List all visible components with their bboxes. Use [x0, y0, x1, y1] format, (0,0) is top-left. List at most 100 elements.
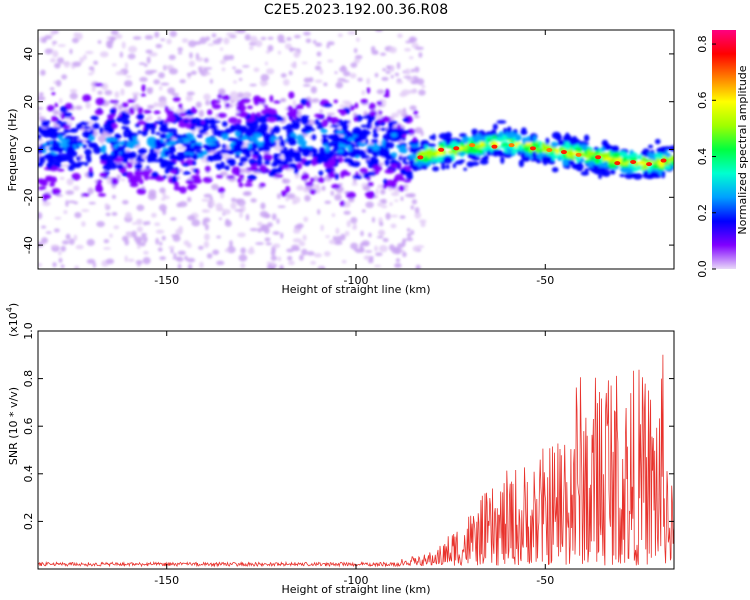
spectral-blob: [244, 183, 253, 187]
spectral-blob: [541, 143, 547, 149]
spectral-blob: [161, 100, 167, 107]
spectral-blob: [331, 183, 341, 189]
spectral-blob: [542, 158, 550, 164]
spectral-blob: [536, 158, 542, 164]
spectral-blob: [247, 248, 255, 255]
spectral-blob: [165, 65, 171, 70]
spectral-blob: [203, 241, 210, 248]
spectral-blob: [49, 87, 55, 91]
spectral-blob: [363, 172, 371, 179]
spectral-blob: [111, 211, 118, 216]
spectral-blob: [418, 89, 426, 96]
spectral-blob: [123, 80, 133, 87]
spectral-blob: [234, 153, 241, 159]
spectral-blob: [303, 31, 311, 36]
spectral-blob: [390, 214, 399, 218]
spectral-blob: [442, 138, 453, 142]
spectral-blob: [229, 91, 239, 99]
spectral-blob: [406, 232, 412, 238]
spectral-blob: [120, 112, 130, 120]
spectral-blob: [401, 89, 411, 96]
y-tick-label: -20: [22, 188, 35, 206]
spectral-blob: [302, 234, 307, 241]
spectral-blob: [221, 121, 228, 127]
spectral-blob: [51, 115, 58, 123]
spectral-blob: [301, 61, 308, 65]
spectral-blob: [279, 98, 287, 103]
spectral-blob: [327, 59, 334, 63]
spectral-blob: [310, 134, 317, 141]
spectral-blob: [216, 260, 225, 266]
spectral-blob: [195, 144, 203, 150]
spectral-blob: [571, 163, 579, 169]
spectral-blob: [41, 37, 47, 44]
spectral-blob: [151, 129, 155, 135]
spectral-blob: [252, 150, 260, 156]
spectral-blob: [217, 112, 227, 118]
spectral-blob: [530, 158, 537, 162]
spectral-blob: [473, 134, 480, 142]
spectral-blob: [171, 175, 178, 184]
spectral-blob: [344, 230, 350, 237]
spectral-blob: [330, 190, 335, 196]
spectral-blob: [414, 66, 420, 73]
spectral-blob: [54, 216, 62, 220]
spectral-blob: [164, 167, 170, 174]
spectral-blob: [141, 233, 147, 236]
spectral-blob: [61, 240, 70, 245]
spectral-blob: [171, 92, 180, 97]
y-tick-label: 0: [22, 146, 35, 153]
spectral-blob: [155, 176, 165, 182]
spectral-blob: [603, 144, 614, 149]
spectral-blob: [54, 102, 59, 108]
spectral-blob: [86, 157, 92, 163]
spectral-blob: [406, 227, 411, 232]
spectral-blob: [91, 85, 96, 92]
spectral-blob: [361, 209, 366, 213]
spectral-blob: [409, 128, 415, 135]
spectral-blob: [286, 128, 294, 135]
snr-multiplier-exp: 4: [5, 307, 14, 312]
spectral-blob: [242, 191, 250, 196]
spectral-blob: [137, 245, 141, 249]
spectral-peak: [529, 146, 536, 151]
spectral-blob: [135, 158, 145, 162]
spectral-blob: [328, 158, 336, 166]
spectral-blob: [38, 179, 47, 185]
spectral-blob: [237, 118, 242, 124]
spectral-blob: [549, 150, 554, 155]
spectral-blob: [186, 242, 192, 249]
spectral-blob: [394, 72, 400, 77]
spectral-blob: [202, 209, 208, 213]
spectral-blob: [580, 171, 590, 176]
spectral-blob: [250, 35, 258, 44]
spectral-blob: [593, 146, 600, 151]
spectral-blob: [397, 33, 403, 38]
spectral-blob: [355, 143, 360, 148]
spectral-blob: [271, 213, 277, 221]
spectral-blob: [202, 176, 213, 184]
spectral-blob: [177, 250, 186, 256]
spectral-blob: [248, 45, 254, 51]
spectral-blob: [286, 136, 296, 145]
spectral-blob: [74, 265, 80, 269]
spectral-blob: [263, 104, 268, 108]
spectral-blob: [334, 145, 339, 151]
spectral-blob: [122, 235, 129, 242]
spectral-blob: [404, 68, 411, 75]
spectral-blob: [81, 209, 90, 213]
spectral-blob: [140, 151, 146, 155]
spectral-blob: [287, 105, 294, 112]
spectral-blob: [357, 142, 367, 146]
spectral-blob: [159, 142, 167, 148]
spectral-blob: [280, 232, 284, 239]
spectral-blob: [369, 110, 377, 118]
spectral-blob: [186, 257, 196, 263]
spectral-blob: [51, 141, 61, 149]
spectral-blob: [374, 72, 379, 78]
spectral-blob: [274, 174, 284, 178]
spectral-blob: [52, 50, 59, 58]
spectral-blob: [337, 33, 343, 38]
colorbar-axes: 0.0 0.2 0.4 0.6 0.8: [696, 35, 716, 278]
spectral-blob: [310, 260, 317, 265]
